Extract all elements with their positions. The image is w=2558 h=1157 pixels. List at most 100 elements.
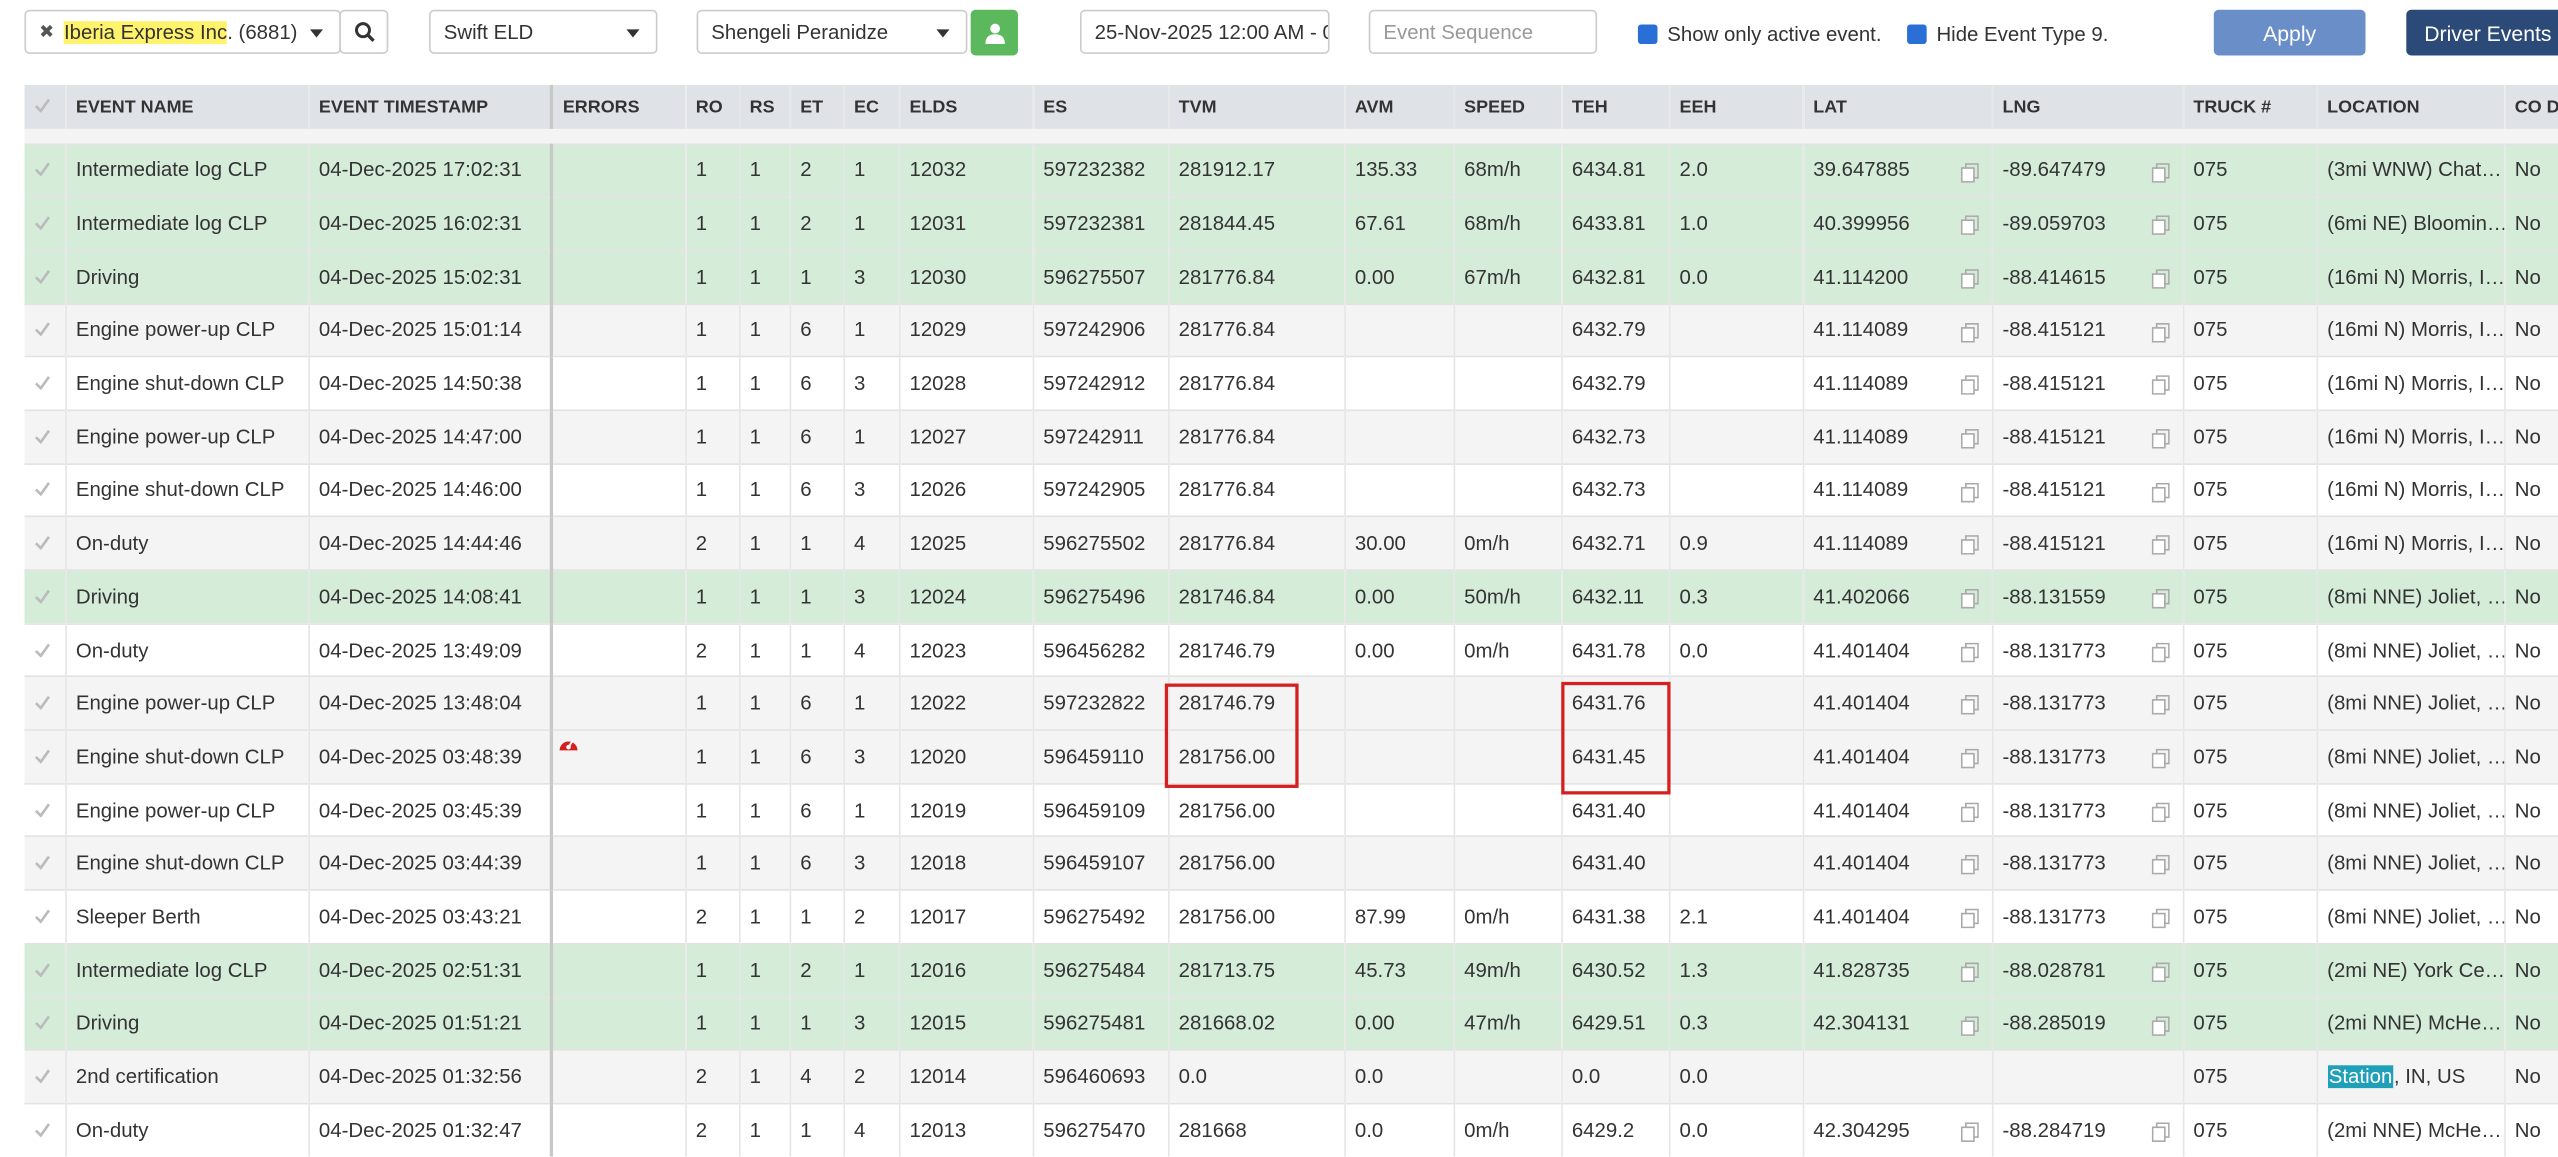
copy-icon[interactable] [2151, 216, 2169, 236]
copy-icon[interactable] [1960, 802, 1978, 822]
driver-button[interactable] [971, 10, 1018, 56]
column-header[interactable]: LNG [1992, 85, 2183, 129]
apply-button[interactable]: Apply [2214, 10, 2366, 56]
copy-icon[interactable] [1960, 536, 1978, 556]
copy-icon[interactable] [1960, 1016, 1978, 1036]
column-header[interactable]: RS [739, 85, 790, 129]
column-header[interactable]: LOCATION [2317, 85, 2505, 129]
column-header[interactable]: ET [790, 85, 844, 129]
copy-icon[interactable] [2151, 482, 2169, 502]
column-header[interactable]: ELDS [899, 85, 1033, 129]
copy-icon[interactable] [1960, 216, 1978, 236]
row-select[interactable] [24, 997, 65, 1050]
row-select[interactable] [24, 357, 65, 410]
copy-icon[interactable] [1960, 162, 1978, 182]
copy-icon[interactable] [1960, 749, 1978, 769]
row-select[interactable] [24, 144, 65, 197]
copy-icon[interactable] [1960, 589, 1978, 609]
eld-select[interactable]: Swift ELD [429, 10, 657, 54]
row-select[interactable] [24, 943, 65, 996]
event-row[interactable]: Driving04-Dec-2025 14:08:411113120245962… [24, 570, 2558, 623]
column-header[interactable]: ES [1033, 85, 1168, 129]
event-row[interactable]: On-duty04-Dec-2025 13:49:092114120235964… [24, 623, 2558, 676]
row-select[interactable] [24, 464, 65, 517]
driver-select[interactable]: Shengeli Peranidze [697, 10, 968, 54]
error-icon[interactable] [558, 734, 579, 752]
column-header[interactable]: SPEED [1454, 85, 1562, 129]
event-row[interactable]: Engine shut-down CLP04-Dec-2025 14:46:00… [24, 464, 2558, 517]
copy-icon[interactable] [1960, 322, 1978, 342]
copy-icon[interactable] [1960, 269, 1978, 289]
date-range-input[interactable]: 25-Nov-2025 12:00 AM - 0 [1080, 10, 1330, 54]
copy-icon[interactable] [1960, 642, 1978, 662]
column-header[interactable]: LAT [1803, 85, 1992, 129]
copy-icon[interactable] [2151, 802, 2169, 822]
row-select[interactable] [24, 410, 65, 463]
copy-icon[interactable] [2151, 696, 2169, 716]
search-button[interactable] [339, 10, 388, 54]
copy-icon[interactable] [1960, 376, 1978, 396]
row-select[interactable] [24, 677, 65, 730]
event-row[interactable]: Engine shut-down CLP04-Dec-2025 03:44:39… [24, 837, 2558, 890]
event-row[interactable]: Intermediate log CLP04-Dec-2025 02:51:31… [24, 943, 2558, 996]
column-header[interactable]: EEH [1669, 85, 1803, 129]
event-row[interactable]: Driving04-Dec-2025 01:51:211113120155962… [24, 997, 2558, 1050]
row-select[interactable] [24, 197, 65, 250]
column-header[interactable]: TRUCK # [2183, 85, 2317, 129]
driver-events-button[interactable]: Driver Events [2406, 10, 2558, 56]
copy-icon[interactable] [2151, 589, 2169, 609]
row-select[interactable] [24, 623, 65, 676]
copy-icon[interactable] [2151, 1016, 2169, 1036]
copy-icon[interactable] [2151, 642, 2169, 662]
column-header[interactable]: TEH [1561, 85, 1669, 129]
event-row[interactable]: Engine power-up CLP04-Dec-2025 15:01:141… [24, 304, 2558, 357]
copy-icon[interactable] [2151, 962, 2169, 982]
copy-icon[interactable] [2151, 376, 2169, 396]
select-all[interactable] [24, 85, 65, 129]
event-row[interactable]: On-duty04-Dec-2025 01:32:472114120135962… [24, 1103, 2558, 1156]
copy-icon[interactable] [2151, 856, 2169, 876]
event-row[interactable]: Intermediate log CLP04-Dec-2025 17:02:31… [24, 144, 2558, 197]
hide-checkbox[interactable]: Hide Event Type 9. [1907, 23, 2108, 46]
copy-icon[interactable] [1960, 429, 1978, 449]
column-header[interactable]: AVM [1344, 85, 1453, 129]
row-select[interactable] [24, 730, 65, 783]
row-select[interactable] [24, 250, 65, 303]
column-header[interactable]: EVENT NAME [65, 85, 308, 129]
active-checkbox[interactable]: Show only active event. [1638, 23, 1882, 46]
copy-icon[interactable] [1960, 856, 1978, 876]
copy-icon[interactable] [1960, 1122, 1978, 1142]
row-select[interactable] [24, 1050, 65, 1103]
copy-icon[interactable] [2151, 536, 2169, 556]
row-select[interactable] [24, 837, 65, 890]
copy-icon[interactable] [2151, 429, 2169, 449]
event-row[interactable]: On-duty04-Dec-2025 14:44:462114120255962… [24, 517, 2558, 570]
event-row[interactable]: Engine shut-down CLP04-Dec-2025 14:50:38… [24, 357, 2558, 410]
event-row[interactable]: Engine power-up CLP04-Dec-2025 03:45:391… [24, 783, 2558, 836]
column-header[interactable]: EC [843, 85, 898, 129]
row-select[interactable] [24, 304, 65, 357]
company-select[interactable]: ✖ Iberia Express Inc. (6881) [24, 10, 340, 54]
column-header[interactable]: TVM [1168, 85, 1344, 129]
copy-icon[interactable] [2151, 749, 2169, 769]
copy-icon[interactable] [2151, 1122, 2169, 1142]
copy-icon[interactable] [2151, 322, 2169, 342]
copy-icon[interactable] [2151, 909, 2169, 929]
column-header[interactable]: CO D [2504, 85, 2558, 129]
copy-icon[interactable] [1960, 482, 1978, 502]
copy-icon[interactable] [2151, 269, 2169, 289]
row-select[interactable] [24, 517, 65, 570]
row-select[interactable] [24, 890, 65, 943]
column-header[interactable]: ERRORS [551, 85, 685, 129]
copy-icon[interactable] [1960, 909, 1978, 929]
copy-icon[interactable] [2151, 162, 2169, 182]
column-header[interactable]: EVENT TIMESTAMP [308, 85, 551, 129]
event-row[interactable]: Sleeper Berth04-Dec-2025 03:43:212112120… [24, 890, 2558, 943]
event-row[interactable]: Intermediate log CLP04-Dec-2025 16:02:31… [24, 197, 2558, 250]
row-select[interactable] [24, 783, 65, 836]
event-row[interactable]: Driving04-Dec-2025 15:02:311113120305962… [24, 250, 2558, 303]
row-select[interactable] [24, 1103, 65, 1156]
event-sequence-input[interactable]: Event Sequence [1369, 10, 1597, 54]
event-row[interactable]: Engine power-up CLP04-Dec-2025 14:47:001… [24, 410, 2558, 463]
row-select[interactable] [24, 570, 65, 623]
